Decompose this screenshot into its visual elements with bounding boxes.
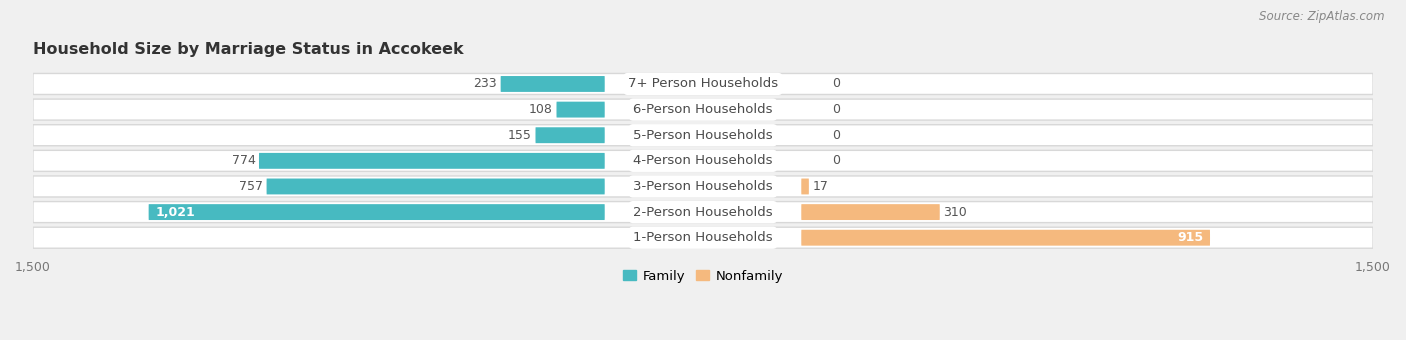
Text: 2-Person Households: 2-Person Households bbox=[633, 206, 773, 219]
FancyBboxPatch shape bbox=[267, 178, 605, 194]
Text: 3-Person Households: 3-Person Households bbox=[633, 180, 773, 193]
Text: 7+ Person Households: 7+ Person Households bbox=[628, 78, 778, 90]
Text: 915: 915 bbox=[1177, 231, 1204, 244]
Text: Source: ZipAtlas.com: Source: ZipAtlas.com bbox=[1260, 10, 1385, 23]
FancyBboxPatch shape bbox=[32, 125, 1374, 146]
Text: 5-Person Households: 5-Person Households bbox=[633, 129, 773, 142]
Text: 757: 757 bbox=[239, 180, 263, 193]
Text: 0: 0 bbox=[832, 78, 841, 90]
Text: 233: 233 bbox=[474, 78, 498, 90]
FancyBboxPatch shape bbox=[149, 204, 605, 220]
FancyBboxPatch shape bbox=[32, 202, 1374, 223]
Text: 155: 155 bbox=[508, 129, 531, 142]
Text: 1,021: 1,021 bbox=[155, 206, 195, 219]
Text: 1-Person Households: 1-Person Households bbox=[633, 231, 773, 244]
Text: 108: 108 bbox=[529, 103, 553, 116]
FancyBboxPatch shape bbox=[536, 127, 605, 143]
FancyBboxPatch shape bbox=[32, 150, 1374, 171]
FancyBboxPatch shape bbox=[801, 230, 1211, 246]
FancyBboxPatch shape bbox=[32, 99, 1374, 120]
Text: 4-Person Households: 4-Person Households bbox=[633, 154, 773, 167]
FancyBboxPatch shape bbox=[32, 227, 1374, 248]
Text: 0: 0 bbox=[832, 154, 841, 167]
Text: 17: 17 bbox=[813, 180, 828, 193]
FancyBboxPatch shape bbox=[259, 153, 605, 169]
Text: 0: 0 bbox=[832, 129, 841, 142]
Legend: Family, Nonfamily: Family, Nonfamily bbox=[617, 264, 789, 288]
Text: Household Size by Marriage Status in Accokeek: Household Size by Marriage Status in Acc… bbox=[32, 42, 464, 57]
FancyBboxPatch shape bbox=[32, 176, 1374, 197]
Text: 0: 0 bbox=[832, 103, 841, 116]
FancyBboxPatch shape bbox=[32, 73, 1374, 95]
FancyBboxPatch shape bbox=[801, 178, 808, 194]
FancyBboxPatch shape bbox=[501, 76, 605, 92]
Text: 6-Person Households: 6-Person Households bbox=[633, 103, 773, 116]
FancyBboxPatch shape bbox=[557, 102, 605, 118]
Text: 310: 310 bbox=[943, 206, 967, 219]
FancyBboxPatch shape bbox=[801, 204, 939, 220]
Text: 774: 774 bbox=[232, 154, 256, 167]
